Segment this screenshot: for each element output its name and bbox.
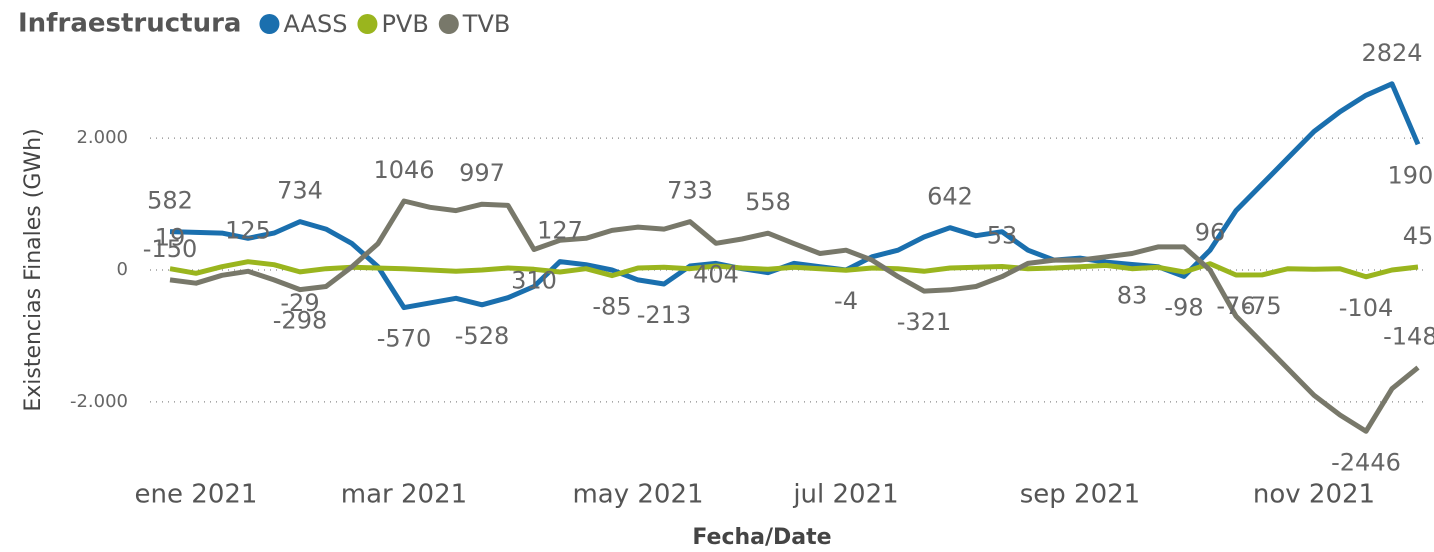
x-tick-label: ene 2021 [135,480,258,510]
data-label: 125 [225,217,271,245]
data-label: -4 [834,287,858,315]
data-label: -76 [1216,292,1255,320]
series-line [169,198,1420,434]
data-label: 310 [511,267,557,295]
x-tick-label: mar 2021 [341,480,467,510]
series-line [169,259,1419,280]
legend-marker [259,14,280,34]
y-tick-label: -2.000 [70,391,128,412]
data-label: -1481 [1383,323,1434,351]
data-label: -75 [1242,292,1281,320]
y-axis-title: Existencias Finales (GWh) [21,128,46,411]
data-label: -98 [1164,293,1203,321]
data-label: 45 [1403,222,1434,250]
legend-title: Infraestructura [18,9,241,39]
data-label: -150 [143,235,197,263]
data-label: 2824 [1361,39,1422,67]
data-label: -570 [377,325,431,353]
legend-marker [438,14,459,34]
data-label: -104 [1339,294,1393,322]
data-label: 642 [927,183,973,211]
data-label: 83 [1117,282,1148,310]
x-tick-label: jul 2021 [792,480,898,510]
data-label: -2446 [1331,448,1401,476]
data-label: -85 [592,293,631,321]
data-label: 19 [155,224,186,252]
data-label: -321 [897,308,951,336]
legend-marker [357,14,378,34]
x-tick-label: nov 2021 [1253,480,1375,510]
x-tick-label: sep 2021 [1020,480,1140,510]
legend-label: TVB [462,10,511,38]
x-tick-label: may 2021 [572,480,703,510]
y-tick-label: 0 [117,259,128,280]
data-label: 582 [147,187,193,215]
data-label: 1907 [1387,161,1434,189]
data-label: 733 [667,177,713,205]
x-axis-title: Fecha/Date [692,525,831,550]
data-label: 404 [693,260,739,288]
data-label: 127 [537,217,583,245]
data-label: 1046 [373,156,434,184]
data-label: -298 [273,307,327,335]
data-label: -213 [637,301,691,329]
data-label: 997 [459,159,505,187]
data-label: 558 [745,188,791,216]
legend-label: PVB [381,10,428,38]
data-label: -29 [280,289,319,317]
data-label: 53 [987,221,1018,249]
data-label: 734 [277,177,323,205]
data-label: 96 [1195,219,1226,247]
legend-label: AASS [283,10,347,38]
y-tick-label: 2.000 [76,127,128,148]
data-label: -528 [455,322,509,350]
